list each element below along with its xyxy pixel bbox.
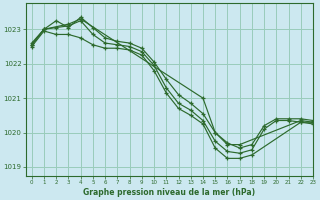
X-axis label: Graphe pression niveau de la mer (hPa): Graphe pression niveau de la mer (hPa) — [83, 188, 255, 197]
